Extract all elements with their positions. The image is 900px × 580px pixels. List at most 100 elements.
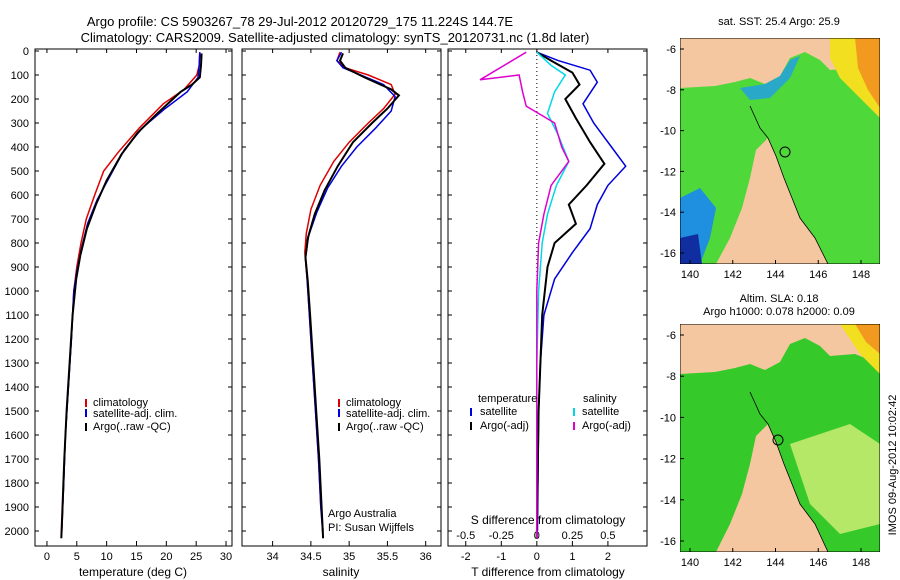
map-x-tick-label: 142 — [724, 269, 742, 281]
map-y-tick-label: -14 — [660, 207, 676, 219]
map-x-tick-label: 140 — [681, 557, 699, 569]
map-x-tick-label: 144 — [766, 269, 784, 281]
series-argo-raw-qc- — [60, 53, 203, 539]
x-tick-label: 35 — [343, 551, 355, 563]
y-tick-label: 1600 — [5, 430, 29, 442]
legend-label-t-satellite: satellite — [480, 406, 517, 418]
map-y-tick-label: -6 — [666, 44, 676, 56]
map-bottom-sea-light — [790, 424, 880, 534]
salinity-panel: 34 34.5 35 35.5 36 salinity climatology sate… — [241, 48, 442, 579]
legend-label-argo: Argo(..raw -QC) — [346, 421, 424, 433]
map-x-tick-label: 140 — [681, 269, 699, 281]
y-tick-label: 400 — [11, 142, 29, 154]
x-tick-label-s: -0.25 — [489, 530, 514, 542]
difference-xlabel-s: S difference from climatology — [471, 513, 626, 527]
x-tick-label-s: 0.5 — [600, 530, 615, 542]
series-t-satellite — [536, 51, 627, 532]
map-x-tick-label: 148 — [852, 269, 870, 281]
temperature-xlabel: temperature (deg C) — [79, 565, 187, 579]
map-bottom-float-marker — [772, 434, 784, 446]
difference-panel: -2 -1 0 1 2-0.5 -0.25 0 0.25 0.5 T difference fr… — [447, 48, 648, 579]
y-tick-label: 1800 — [5, 478, 29, 490]
temperature-legend: climatology satellite-adj. clim. Argo(..… — [85, 397, 177, 433]
x-tick-label: 2 — [605, 551, 611, 563]
map-y-tick-label: -12 — [660, 454, 676, 466]
difference-xlabel-t: T difference from climatology — [471, 565, 625, 579]
salinity-frame — [241, 48, 442, 547]
annotation-pi: PI: Susan Wijffels — [328, 522, 414, 534]
map-top-sea-north — [740, 56, 800, 100]
y-tick-label: 700 — [11, 214, 29, 226]
y-tick-label: 1400 — [5, 382, 29, 394]
y-tick-label: 1100 — [5, 310, 29, 322]
legend-title-salinity: salinity — [583, 393, 617, 405]
map-y-tick-label: -16 — [660, 536, 676, 548]
y-tick-label: 600 — [11, 190, 29, 202]
map-bottom-coastline — [749, 391, 829, 552]
legend-label-s-satellite: satellite — [582, 406, 619, 418]
legend-title-temperature: temperature — [478, 393, 537, 405]
map-y-tick-label: -6 — [666, 330, 676, 342]
map-top: sat. SST: 25.4 Argo: 25.9 140 142 144 146 14… — [660, 16, 880, 281]
map-y-tick-label: -14 — [660, 495, 676, 507]
temperature-panel: 0100200300400500600700800900100011001200… — [5, 46, 233, 579]
legend-label-climatology: climatology — [346, 397, 402, 409]
map-x-tick-label: 146 — [809, 269, 827, 281]
x-tick-label: 5 — [74, 551, 80, 563]
map-top-sea-orange — [855, 38, 880, 108]
y-tick-label: 1000 — [5, 286, 29, 298]
map-y-tick-label: -10 — [660, 412, 676, 424]
series-argo-raw-qc- — [304, 53, 401, 539]
y-tick-label: 500 — [11, 166, 29, 178]
x-tick-label: 34 — [266, 551, 278, 563]
x-tick-label: 20 — [160, 551, 172, 563]
map-top-float-marker — [779, 146, 791, 158]
map-y-tick-label: -12 — [660, 166, 676, 178]
difference-frame — [447, 48, 648, 547]
map-y-tick-label: -10 — [660, 126, 676, 138]
x-tick-label-s: 0.25 — [562, 530, 583, 542]
y-tick-label: 100 — [11, 70, 29, 82]
x-tick-label: -1 — [496, 551, 506, 563]
x-tick-label: 36 — [420, 551, 432, 563]
map-bottom: Altim. SLA: 0.18 Argo h1000: 0.078 h2000… — [660, 293, 880, 569]
difference-legend: temperature salinity satellite Argo(-adj… — [470, 393, 631, 432]
series-satellite-adj-clim- — [60, 52, 201, 539]
x-tick-label: 1 — [569, 551, 575, 563]
series-s-argo-adj- — [479, 51, 570, 539]
map-bottom-title1: Altim. SLA: 0.18 — [740, 293, 819, 305]
y-tick-label: 1500 — [5, 406, 29, 418]
map-top-sea-deep — [680, 234, 702, 264]
x-tick-label: 34.5 — [300, 551, 321, 563]
series-t-argo-adj- — [535, 51, 606, 539]
map-top-coastline — [749, 105, 829, 264]
map-bottom-title2: Argo h1000: 0.078 h2000: 0.09 — [703, 306, 855, 318]
legend-label-satellite-adj: satellite-adj. clim. — [346, 408, 430, 420]
map-x-tick-label: 148 — [852, 557, 870, 569]
x-tick-label: 25 — [190, 551, 202, 563]
salinity-xlabel: salinity — [323, 565, 360, 579]
x-tick-label-s: -0.5 — [456, 530, 475, 542]
map-x-tick-label: 144 — [766, 557, 784, 569]
temperature-frame — [34, 48, 233, 547]
y-tick-label: 0 — [23, 46, 29, 58]
side-label: IMOS 09-Aug-2012 10:02:42 — [887, 395, 899, 536]
x-tick-label: 15 — [130, 551, 142, 563]
y-tick-label: 200 — [11, 94, 29, 106]
header-line2: Climatology: CARS2009. Satellite-adjuste… — [81, 30, 590, 45]
salinity-legend: climatology satellite-adj. clim. Argo(..… — [338, 397, 430, 433]
map-y-tick-label: -8 — [666, 371, 676, 383]
map-y-tick-label: -16 — [660, 248, 676, 260]
y-tick-label: 900 — [11, 262, 29, 274]
map-top-sea — [680, 52, 880, 264]
x-tick-label: -2 — [461, 551, 471, 563]
header-line1: Argo profile: CS 5903267_78 29-Jul-2012 … — [87, 14, 514, 29]
annotation-argo-australia: Argo Australia — [328, 508, 397, 520]
y-tick-label: 2000 — [5, 526, 29, 538]
x-tick-label: 30 — [220, 551, 232, 563]
x-tick-label: 0 — [534, 551, 540, 563]
legend-label-s-argo: Argo(-adj) — [582, 420, 631, 432]
x-tick-label: 0 — [44, 551, 50, 563]
map-bottom-sea-orange — [855, 324, 880, 354]
